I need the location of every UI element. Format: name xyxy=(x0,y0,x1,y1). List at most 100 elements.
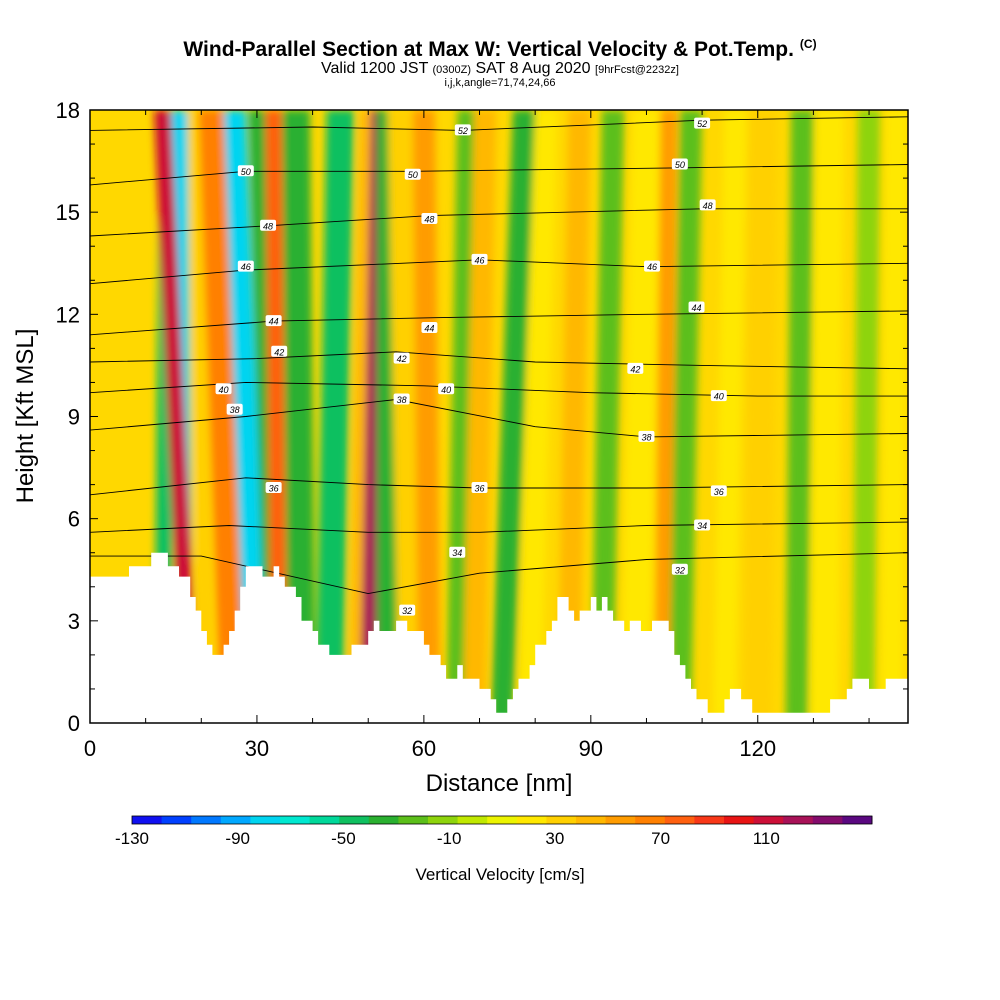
y-tick-label: 18 xyxy=(56,98,80,123)
svg-text:38: 38 xyxy=(641,432,651,442)
x-tick-label: 90 xyxy=(579,736,603,761)
colorbar-swatch xyxy=(132,816,163,824)
contour-label: 52 xyxy=(694,117,711,129)
colorbar-swatch xyxy=(664,816,695,824)
colorbar-swatch xyxy=(576,816,607,824)
contour-label: 32 xyxy=(671,563,688,575)
contour-label: 42 xyxy=(271,345,288,357)
colorbar-swatch xyxy=(753,816,784,824)
colorbar-swatch xyxy=(635,816,666,824)
contour-label: 40 xyxy=(710,390,727,402)
velocity-band xyxy=(490,110,536,723)
colorbar-label: Vertical Velocity [cm/s] xyxy=(415,865,584,884)
svg-text:52: 52 xyxy=(458,126,468,136)
y-tick-label: 9 xyxy=(68,405,80,430)
svg-text:38: 38 xyxy=(397,395,407,405)
colorbar-swatch xyxy=(309,816,340,824)
colorbar-tick-label: 30 xyxy=(545,829,564,848)
title-mark: (C) xyxy=(799,37,817,51)
colorbar-tick-label: -50 xyxy=(331,829,356,848)
contour-label: 48 xyxy=(260,219,277,231)
colorbar-swatch xyxy=(605,816,636,824)
x-axis-label: Distance [nm] xyxy=(426,770,573,797)
contour-label: 50 xyxy=(237,165,254,177)
svg-text:44: 44 xyxy=(692,303,702,313)
y-axis-label: Height [Kft MSL] xyxy=(12,329,39,504)
velocity-band xyxy=(154,110,199,723)
svg-text:42: 42 xyxy=(397,354,407,364)
svg-text:38: 38 xyxy=(230,405,240,415)
colorbar-swatch xyxy=(339,816,370,824)
velocity-band xyxy=(810,110,844,723)
colorbar-swatch xyxy=(546,816,577,824)
colorbar-swatch xyxy=(250,816,281,824)
svg-text:40: 40 xyxy=(714,392,724,402)
colorbar-swatch xyxy=(457,816,488,824)
svg-text:36: 36 xyxy=(714,487,724,497)
contour-label: 44 xyxy=(421,321,438,333)
contour-label: 46 xyxy=(237,260,254,272)
contour-label: 36 xyxy=(710,485,727,497)
velocity-band xyxy=(785,110,814,723)
theta-contour xyxy=(90,521,908,533)
svg-text:32: 32 xyxy=(402,606,412,616)
velocity-band xyxy=(412,110,441,723)
svg-text:32: 32 xyxy=(675,565,685,575)
svg-text:50: 50 xyxy=(675,160,685,170)
y-tick-label: 6 xyxy=(68,507,80,532)
colorbar-swatch xyxy=(161,816,192,824)
contour-label: 38 xyxy=(638,430,655,442)
velocity-band xyxy=(462,110,497,723)
svg-text:48: 48 xyxy=(263,221,273,231)
theta-contour xyxy=(90,310,908,336)
contour-label: 34 xyxy=(449,546,466,558)
svg-text:42: 42 xyxy=(274,347,284,357)
colorbar-tick-label: 110 xyxy=(753,829,780,848)
svg-text:50: 50 xyxy=(408,170,418,180)
svg-text:34: 34 xyxy=(697,521,707,531)
velocity-band xyxy=(265,110,288,723)
contour-label: 42 xyxy=(627,362,644,374)
velocity-band xyxy=(282,110,316,723)
velocity-band xyxy=(315,110,355,723)
terrain-mask xyxy=(90,552,908,723)
contour-label: 46 xyxy=(471,253,488,265)
colorbar-tick-label: 70 xyxy=(651,829,670,848)
contour-label: 48 xyxy=(421,212,438,224)
colorbar-swatch xyxy=(812,816,843,824)
x-tick-label: 120 xyxy=(739,736,776,761)
theta-contour xyxy=(90,399,908,438)
y-tick-label: 0 xyxy=(68,711,80,736)
colorbar-swatch xyxy=(783,816,814,824)
colorbar-swatch xyxy=(694,816,725,824)
contour-label: 36 xyxy=(471,482,488,494)
contour-label: 50 xyxy=(404,168,421,180)
velocity-band xyxy=(713,110,747,723)
contour-label: 32 xyxy=(399,604,416,616)
colorbar-swatch xyxy=(428,816,459,824)
y-tick-label: 12 xyxy=(56,302,80,327)
svg-text:40: 40 xyxy=(219,385,229,395)
contour-label: 48 xyxy=(699,199,716,211)
colorbar-tick-label: -10 xyxy=(437,829,462,848)
colorbar-swatch xyxy=(398,816,429,824)
theta-contour xyxy=(90,351,908,370)
contour-label: 42 xyxy=(393,352,410,364)
velocity-band xyxy=(518,110,558,723)
contour-label: 52 xyxy=(454,124,471,136)
contour-label: 46 xyxy=(644,260,661,272)
svg-text:36: 36 xyxy=(475,484,485,494)
velocity-band xyxy=(852,110,881,723)
svg-text:50: 50 xyxy=(241,167,251,177)
y-tick-label: 15 xyxy=(56,200,80,225)
chart-subtitle-2: i,j,k,angle=71,74,24,66 xyxy=(444,77,556,89)
velocity-band xyxy=(187,110,216,723)
contour-label: 40 xyxy=(438,383,455,395)
colorbar-frame xyxy=(131,815,873,825)
colorbar-swatch xyxy=(842,816,873,824)
chart-subtitle: Valid 1200 JST (0300Z) SAT 8 Aug 2020 [9… xyxy=(321,60,679,77)
velocity-band xyxy=(557,110,591,723)
